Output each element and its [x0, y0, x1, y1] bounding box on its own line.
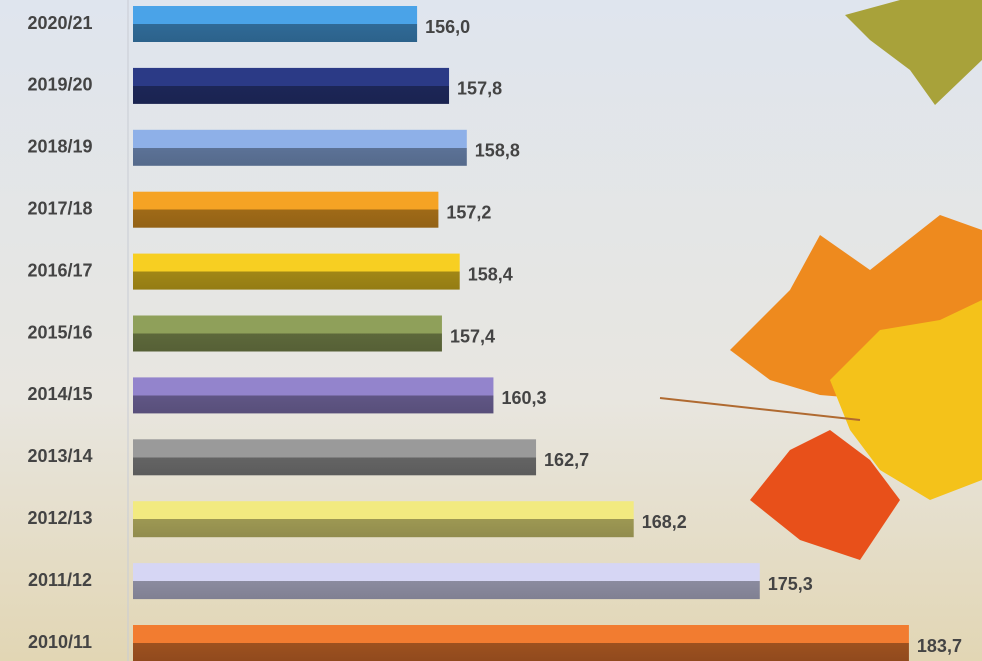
y-tick-label: 2011/12 [28, 570, 92, 590]
bar [133, 6, 417, 42]
value-label: 157,8 [457, 79, 502, 99]
bar [133, 316, 442, 352]
bar [133, 130, 467, 166]
chart: 2020/21 156,0 2019/20 157,8 2018/19 158,8 2017… [0, 0, 982, 661]
y-tick-label: 2016/17 [27, 260, 92, 280]
bar [133, 625, 909, 661]
bar [133, 501, 634, 537]
bar [133, 68, 449, 104]
y-tick-label: 2018/19 [27, 137, 92, 157]
y-tick-label: 2019/20 [27, 75, 92, 95]
bar [133, 192, 438, 228]
value-label: 158,4 [468, 264, 513, 284]
value-label: 157,4 [450, 326, 495, 346]
value-label: 156,0 [425, 17, 470, 37]
value-label: 175,3 [768, 574, 813, 594]
value-label: 160,3 [501, 388, 546, 408]
y-tick-label: 2020/21 [27, 13, 92, 33]
y-tick-label: 2013/14 [27, 446, 92, 466]
value-label: 162,7 [544, 450, 589, 470]
bar [133, 439, 536, 475]
y-tick-label: 2010/11 [28, 632, 92, 652]
value-label: 157,2 [446, 202, 491, 222]
y-tick-label: 2017/18 [27, 198, 92, 218]
y-tick-label: 2015/16 [27, 322, 92, 342]
bar [133, 563, 760, 599]
value-label: 183,7 [917, 636, 962, 656]
y-tick-label: 2012/13 [27, 508, 92, 528]
bar [133, 377, 493, 413]
value-label: 158,8 [475, 141, 520, 161]
bar [133, 254, 460, 290]
value-label: 168,2 [642, 512, 687, 532]
y-tick-label: 2014/15 [27, 384, 92, 404]
